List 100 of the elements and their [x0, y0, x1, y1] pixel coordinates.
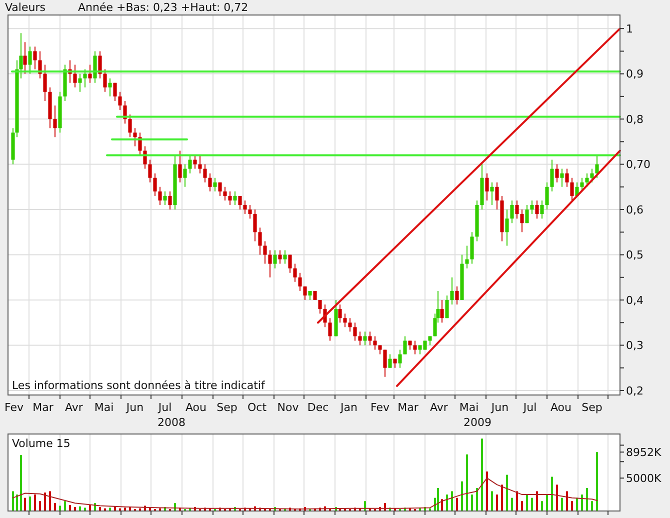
- bar: [566, 491, 568, 511]
- candlestick: [445, 294, 449, 319]
- bar: [551, 476, 553, 511]
- bar: [591, 501, 593, 511]
- candlestick: [485, 172, 489, 201]
- candlestick: [158, 186, 162, 206]
- bar: [461, 481, 463, 511]
- candlestick: [428, 336, 432, 346]
- line-series: [12, 478, 598, 510]
- candlestick: [535, 200, 539, 220]
- candlestick: [505, 209, 509, 246]
- candlestick: [525, 204, 529, 224]
- candlestick: [223, 186, 227, 201]
- bar: [531, 498, 533, 511]
- candlestick: [88, 64, 92, 84]
- bar: [526, 494, 528, 511]
- candlestick: [470, 232, 474, 264]
- candlestick: [343, 313, 347, 328]
- candlestick: [33, 46, 37, 70]
- candlestick: [368, 331, 372, 346]
- candlestick: [183, 164, 187, 188]
- x-tick-label: Aou: [185, 401, 207, 414]
- candlestick: [143, 146, 147, 170]
- candlestick: [203, 164, 207, 183]
- bar: [54, 503, 56, 511]
- y-tick-label: 0,5: [626, 248, 644, 262]
- candlestick: [228, 190, 232, 206]
- bar: [496, 494, 498, 511]
- x-tick-label: Nov: [277, 401, 300, 414]
- bar: [34, 494, 36, 511]
- y-tick-label: 0,4: [626, 294, 644, 307]
- candlestick: [595, 154, 599, 178]
- candlestick: [348, 318, 352, 332]
- candlestick: [455, 286, 459, 306]
- bar: [546, 494, 548, 511]
- x-tick-label: Jun: [125, 401, 144, 414]
- bar: [20, 455, 22, 511]
- candlestick: [253, 209, 257, 242]
- y-tick-label: 0,8: [626, 112, 644, 126]
- bar: [501, 484, 503, 511]
- candlestick: [363, 331, 367, 346]
- bar: [12, 491, 14, 511]
- candlestick: [510, 200, 514, 224]
- candlestick: [358, 331, 362, 346]
- candlestick: [520, 209, 524, 233]
- bar: [586, 488, 588, 511]
- candlestick: [440, 300, 444, 324]
- candlestick: [373, 336, 377, 350]
- y-tick-label: 0,70: [626, 158, 650, 172]
- y-tick-label: 0,3: [626, 339, 644, 352]
- bar: [59, 506, 61, 511]
- x-tick-label: Avr: [430, 401, 448, 414]
- bar: [456, 498, 458, 511]
- bar: [16, 494, 18, 511]
- x-tick-label: Mar: [32, 401, 54, 414]
- bar: [576, 498, 578, 511]
- candlestick: [580, 177, 584, 192]
- candlestick: [408, 340, 412, 350]
- bar: [451, 491, 453, 511]
- bar: [64, 501, 66, 511]
- x-tick-label: Jul: [157, 401, 172, 414]
- candlestick: [490, 182, 494, 206]
- x-tick-label: Avr: [65, 401, 84, 414]
- candlestick: [465, 245, 469, 269]
- candlestick: [38, 50, 42, 79]
- candlestick: [153, 172, 157, 196]
- bar: [486, 472, 488, 511]
- candlestick: [450, 276, 454, 306]
- candlestick: [193, 154, 197, 170]
- y-tick-label: 8952K: [626, 446, 662, 459]
- candlestick: [288, 254, 292, 274]
- candlestick: [388, 354, 392, 368]
- bar: [29, 496, 31, 511]
- candlestick: [570, 177, 574, 201]
- candlestick: [148, 159, 152, 183]
- candlestick: [495, 182, 499, 210]
- x-tick-label: Sep: [582, 401, 602, 414]
- candlestick: [103, 68, 107, 92]
- text: 2008: [158, 416, 186, 429]
- x-tick-label: Oct: [247, 401, 268, 414]
- candlestick: [278, 250, 282, 264]
- bar: [49, 491, 51, 511]
- x-tick-label: Aou: [550, 401, 572, 414]
- candlestick: [243, 200, 247, 215]
- x-tick-label: Fev: [4, 401, 24, 414]
- bar: [521, 501, 523, 511]
- candlestick: [208, 172, 212, 192]
- candlestick: [550, 159, 554, 192]
- candlestick: [413, 340, 417, 355]
- x-tick-label: Fev: [370, 401, 390, 414]
- y-tick-label: 0,9: [626, 68, 644, 81]
- candlestick: [118, 91, 122, 110]
- annotation: Les informations sont données à titre indicatif: [12, 379, 266, 392]
- candlestick: [188, 154, 192, 174]
- candlestick: [530, 200, 534, 215]
- candlestick: [73, 64, 77, 88]
- x-tick-label: Mar: [398, 401, 419, 414]
- candlestick: [258, 227, 262, 256]
- candlestick: [318, 300, 322, 314]
- candlestick: [108, 78, 112, 97]
